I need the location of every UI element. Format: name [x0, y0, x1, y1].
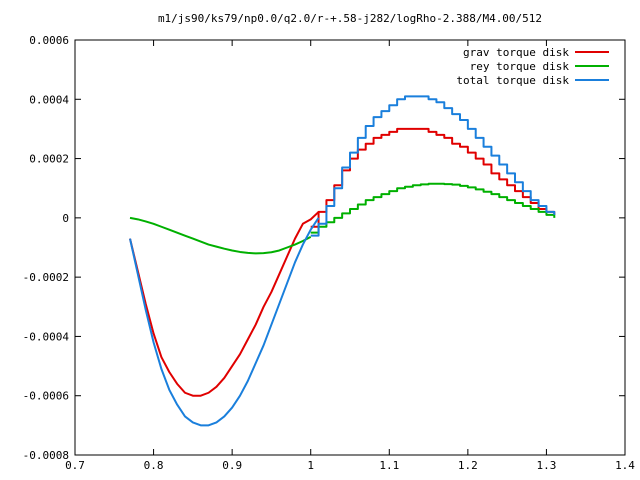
x-tick-label: 1.3 — [536, 459, 556, 472]
x-tick-label: 0.7 — [65, 459, 85, 472]
chart-series — [129, 95, 556, 427]
series-line-0 — [129, 211, 320, 397]
series-line-3 — [310, 182, 556, 234]
x-tick-label: 1 — [307, 459, 314, 472]
x-tick-label: 1.4 — [615, 459, 635, 472]
x-tick-label: 1.1 — [379, 459, 399, 472]
y-tick-label: 0.0004 — [29, 93, 69, 106]
y-tick-label: -0.0002 — [23, 271, 69, 284]
y-tick-label: 0 — [62, 212, 69, 225]
chart-axes: 0.7 0.8 0.9 1 1.1 1.2 1.3 1.4 -0.0008 -0.0006 -0.0… — [23, 34, 636, 472]
series-line-4 — [129, 217, 320, 427]
y-tick-label: -0.0004 — [23, 330, 70, 343]
y-tick-label: 0.0002 — [29, 153, 69, 166]
series-line-5 — [310, 95, 556, 237]
legend-label: grav torque disk — [463, 46, 569, 59]
legend-label: total torque disk — [456, 74, 569, 87]
y-tick-label: 0.0006 — [29, 34, 69, 47]
chart-title: m1/js90/ks79/np0.0/q2.0/r-+.58-j282/logR… — [158, 12, 542, 25]
y-tick-label: -0.0006 — [23, 390, 69, 403]
plot-frame — [74, 39, 626, 456]
x-tick-label: 1.2 — [458, 459, 478, 472]
series-line-1 — [310, 127, 556, 228]
series-line-2 — [129, 216, 312, 255]
legend-label: rey torque disk — [470, 60, 570, 73]
x-tick-label: 0.8 — [144, 459, 164, 472]
x-tick-label: 0.9 — [222, 459, 242, 472]
y-tick-label: -0.0008 — [23, 449, 69, 462]
